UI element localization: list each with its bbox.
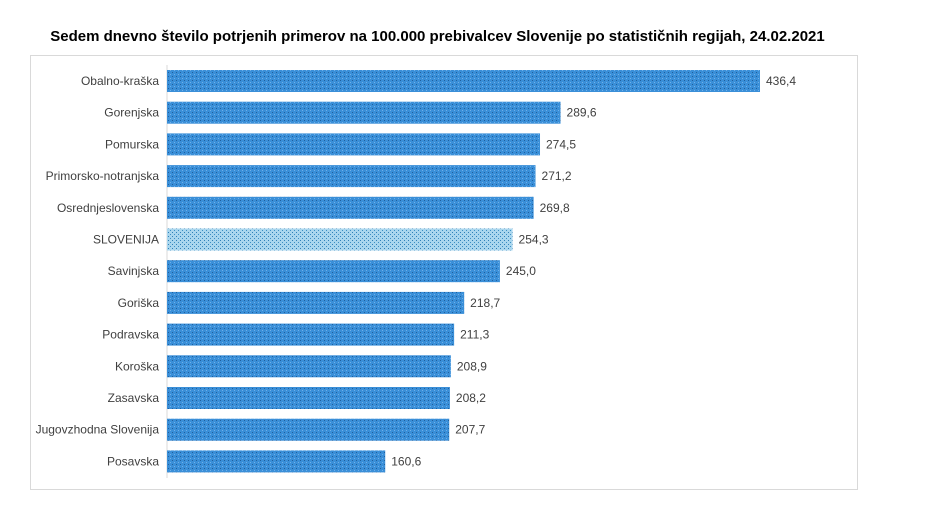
bar bbox=[167, 101, 561, 124]
bar bbox=[167, 133, 541, 156]
category-label: SLOVENIJA bbox=[93, 233, 159, 247]
bar bbox=[167, 196, 534, 219]
category-label: Osrednjeslovenska bbox=[57, 201, 159, 215]
bar bbox=[167, 323, 455, 346]
data-label: 274,5 bbox=[546, 137, 576, 151]
bar bbox=[167, 355, 451, 378]
category-label: Savinjska bbox=[108, 264, 160, 278]
data-label: 245,0 bbox=[506, 264, 536, 278]
data-label: 207,7 bbox=[455, 423, 485, 437]
chart-frame bbox=[30, 55, 858, 490]
bar bbox=[167, 260, 500, 283]
data-label: 269,8 bbox=[540, 201, 570, 215]
bar bbox=[167, 165, 536, 188]
data-label: 436,4 bbox=[766, 74, 796, 88]
data-label: 160,6 bbox=[391, 454, 421, 468]
category-label: Pomurska bbox=[105, 137, 159, 151]
category-label: Podravska bbox=[102, 328, 159, 342]
category-label: Zasavska bbox=[108, 391, 160, 405]
data-label: 211,3 bbox=[460, 328, 489, 342]
category-label: Jugovzhodna Slovenija bbox=[36, 423, 160, 437]
category-label: Goriška bbox=[118, 296, 160, 310]
data-label: 208,2 bbox=[456, 391, 486, 405]
data-label: 218,7 bbox=[470, 296, 500, 310]
data-label: 208,9 bbox=[457, 359, 487, 373]
chart-title: Sedem dnevno število potrjenih primerov … bbox=[50, 28, 825, 45]
category-label: Gorenjska bbox=[104, 106, 159, 120]
bar bbox=[167, 387, 450, 409]
data-label: 289,6 bbox=[567, 106, 597, 120]
data-label: 254,3 bbox=[519, 233, 549, 247]
bar bbox=[167, 228, 513, 251]
bar bbox=[167, 418, 450, 441]
category-label: Posavska bbox=[107, 454, 159, 468]
category-label: Koroška bbox=[115, 359, 159, 373]
bar bbox=[167, 450, 386, 473]
bar bbox=[167, 70, 760, 92]
data-label: 271,2 bbox=[542, 169, 572, 183]
bar bbox=[167, 291, 465, 314]
category-label: Primorsko-notranjska bbox=[46, 169, 160, 183]
category-label: Obalno-kraška bbox=[81, 74, 159, 88]
